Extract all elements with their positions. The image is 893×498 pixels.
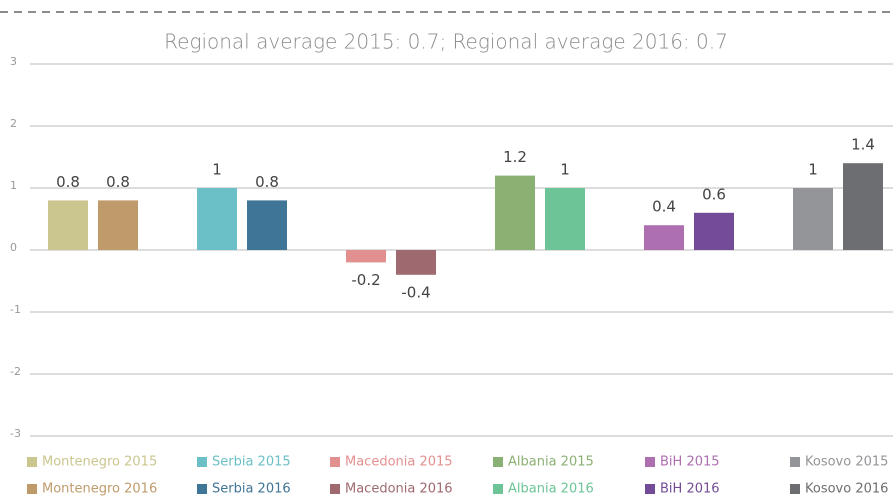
data-label: 0.4 [652, 198, 676, 216]
bar [644, 225, 684, 250]
chart-title: Regional average 2015: 0.7; Regional ave… [164, 30, 728, 54]
legend-label: BiH 2015 [660, 455, 720, 470]
bar [48, 200, 88, 250]
bar [545, 188, 585, 250]
bar [843, 163, 883, 250]
legend-label: Serbia 2015 [212, 455, 291, 470]
y-tick-label: -3 [10, 427, 21, 440]
bar [396, 250, 436, 275]
data-label: 1 [212, 161, 222, 179]
data-label: 0.8 [56, 173, 80, 191]
legend-label: Montenegro 2015 [42, 455, 157, 470]
legend-swatch [197, 484, 207, 494]
legend-swatch [330, 457, 340, 467]
legend-swatch [27, 457, 37, 467]
legend-swatch [27, 484, 37, 494]
y-tick-label: 1 [10, 179, 17, 192]
legend-swatch [790, 457, 800, 467]
bar [346, 250, 386, 263]
legend-swatch [645, 457, 655, 467]
y-tick-label: 3 [10, 55, 17, 68]
data-label: 0.6 [702, 185, 726, 203]
legend-label: Montenegro 2016 [42, 482, 157, 497]
legend-swatch [645, 484, 655, 494]
bar [247, 200, 287, 250]
legend-label: Macedonia 2015 [345, 455, 453, 470]
legend-swatch [493, 457, 503, 467]
data-label: 0.8 [255, 173, 279, 191]
legend-label: Kosovo 2015 [805, 455, 888, 470]
legend-swatch [197, 457, 207, 467]
legend-label: BiH 2016 [660, 482, 720, 497]
data-label: -0.4 [401, 283, 430, 301]
bar [98, 200, 138, 250]
bar [694, 212, 734, 250]
legend-label: Albania 2016 [508, 482, 594, 497]
legend-swatch [790, 484, 800, 494]
data-label: 1.4 [851, 136, 875, 154]
data-label: 1 [560, 161, 570, 179]
y-tick-label: -2 [10, 365, 21, 378]
legend-label: Kosovo 2016 [805, 482, 888, 497]
y-tick-label: -1 [10, 303, 21, 316]
y-tick-label: 2 [10, 117, 17, 130]
legend-label: Albania 2015 [508, 455, 594, 470]
data-label: 1 [808, 161, 818, 179]
bar [793, 188, 833, 250]
legend-swatch [330, 484, 340, 494]
legend-label: Macedonia 2016 [345, 482, 453, 497]
y-tick-label: 0 [10, 241, 17, 254]
data-label: 0.8 [106, 173, 130, 191]
legend-swatch [493, 484, 503, 494]
data-label: 1.2 [503, 148, 527, 166]
bar [197, 188, 237, 250]
bar [495, 175, 535, 250]
legend-label: Serbia 2016 [212, 482, 291, 497]
data-label: -0.2 [351, 271, 380, 289]
